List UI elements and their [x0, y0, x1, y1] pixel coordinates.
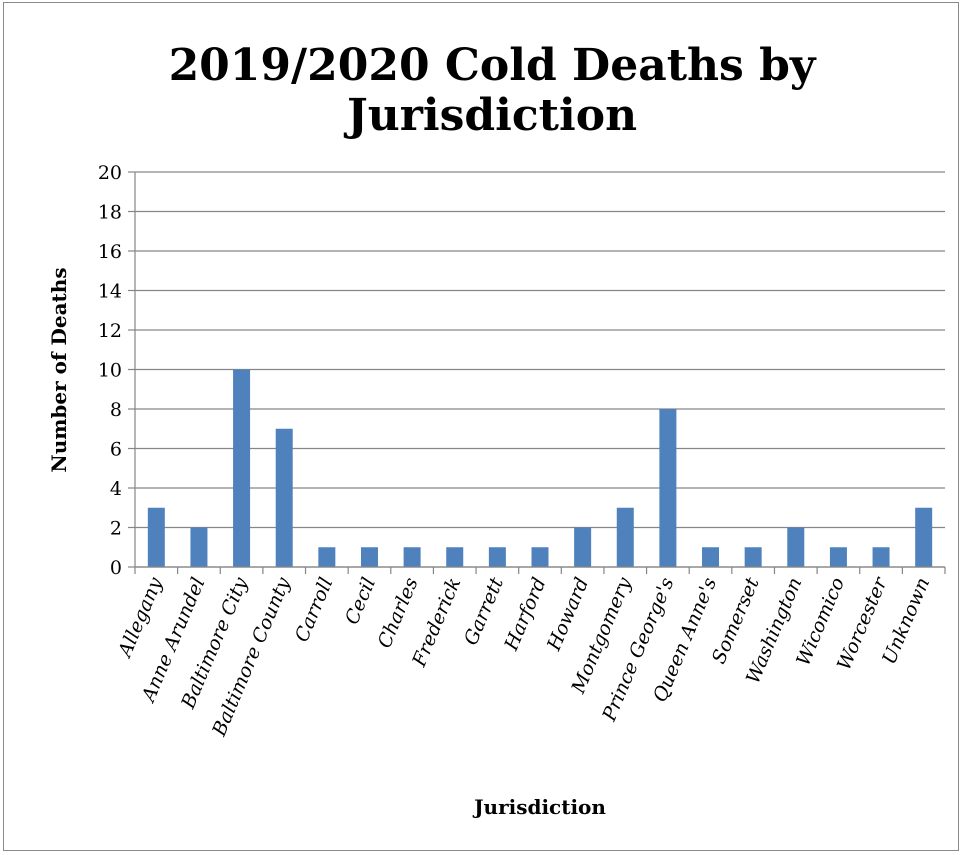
bar	[830, 547, 847, 567]
x-axis	[135, 172, 945, 574]
y-tick-label: 6	[110, 439, 122, 461]
bar	[617, 508, 634, 567]
bar	[489, 547, 506, 567]
bar	[361, 547, 378, 567]
x-tick-label: Cecil	[341, 574, 380, 627]
y-tick-label: 4	[110, 478, 122, 500]
bar	[318, 547, 335, 567]
y-axis-title: Number of Deaths	[47, 267, 71, 472]
y-tick-label: 12	[98, 320, 122, 342]
y-tick-label: 2	[110, 518, 122, 540]
gridlines	[135, 172, 945, 567]
bar	[702, 547, 719, 567]
y-axis-ticks: 0 2 4 6 8 10 12 14 16 18 20	[98, 162, 135, 579]
bar	[787, 528, 804, 568]
bar	[233, 370, 250, 568]
bar	[745, 547, 762, 567]
y-tick-label: 8	[110, 399, 122, 421]
y-tick-label: 16	[98, 241, 122, 263]
chart-title-line-1: 2019/2020 Cold Deaths by	[169, 40, 817, 91]
bar	[915, 508, 932, 567]
bar	[148, 508, 165, 567]
x-tick-label: Charles	[373, 574, 422, 651]
chart-title-line-2: Jurisdiction	[343, 90, 637, 141]
bar	[873, 547, 890, 567]
y-tick-label: 20	[98, 162, 122, 184]
bar	[446, 547, 463, 567]
y-tick-label: 14	[98, 281, 122, 303]
y-tick-label: 18	[98, 202, 122, 224]
y-tick-label: 10	[98, 360, 122, 382]
bar	[532, 547, 549, 567]
bar	[404, 547, 421, 567]
bar	[574, 528, 591, 568]
bars	[148, 370, 932, 568]
y-tick-label: 0	[110, 557, 122, 579]
bar	[276, 429, 293, 567]
x-axis-title: Jurisdiction	[472, 795, 606, 819]
bar	[659, 409, 676, 567]
x-tick-label: Garrett	[460, 574, 508, 648]
bar	[190, 528, 207, 568]
x-tick-label: Carroll	[291, 574, 338, 645]
